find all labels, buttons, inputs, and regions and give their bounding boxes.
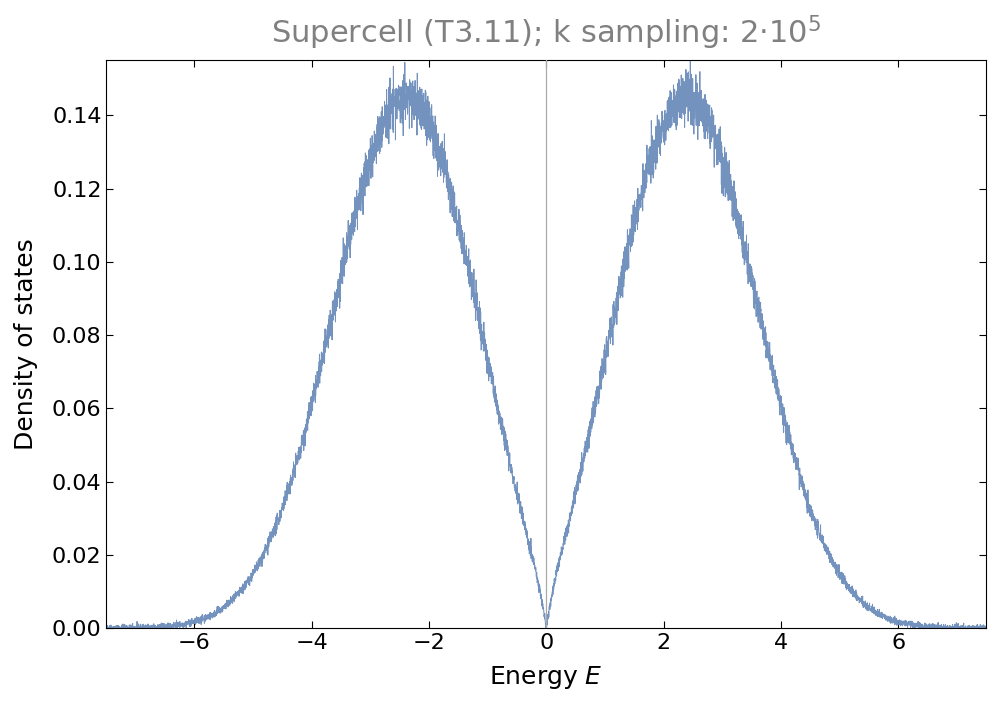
X-axis label: Energy $E$: Energy $E$ <box>489 664 603 691</box>
Title: Supercell (T3.11); k sampling: $2{\cdot}10^5$: Supercell (T3.11); k sampling: $2{\cdot}… <box>271 14 821 52</box>
Y-axis label: Density of states: Density of states <box>14 238 38 450</box>
